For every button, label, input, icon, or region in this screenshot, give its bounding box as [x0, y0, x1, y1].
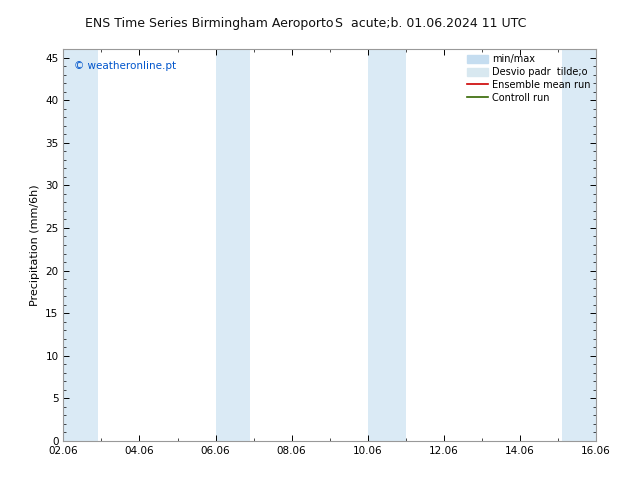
Y-axis label: Precipitation (mm/6h): Precipitation (mm/6h)	[30, 184, 40, 306]
Text: S  acute;b. 01.06.2024 11 UTC: S acute;b. 01.06.2024 11 UTC	[335, 17, 527, 30]
Bar	[562, 49, 596, 441]
Legend: min/max, Desvio padr  tilde;o, Ensemble mean run, Controll run: min/max, Desvio padr tilde;o, Ensemble m…	[463, 50, 595, 107]
Bar	[368, 49, 406, 441]
Bar	[216, 49, 250, 441]
Text: ENS Time Series Birmingham Aeroporto: ENS Time Series Birmingham Aeroporto	[85, 17, 333, 30]
Text: © weatheronline.pt: © weatheronline.pt	[74, 61, 176, 71]
Bar	[63, 49, 98, 441]
